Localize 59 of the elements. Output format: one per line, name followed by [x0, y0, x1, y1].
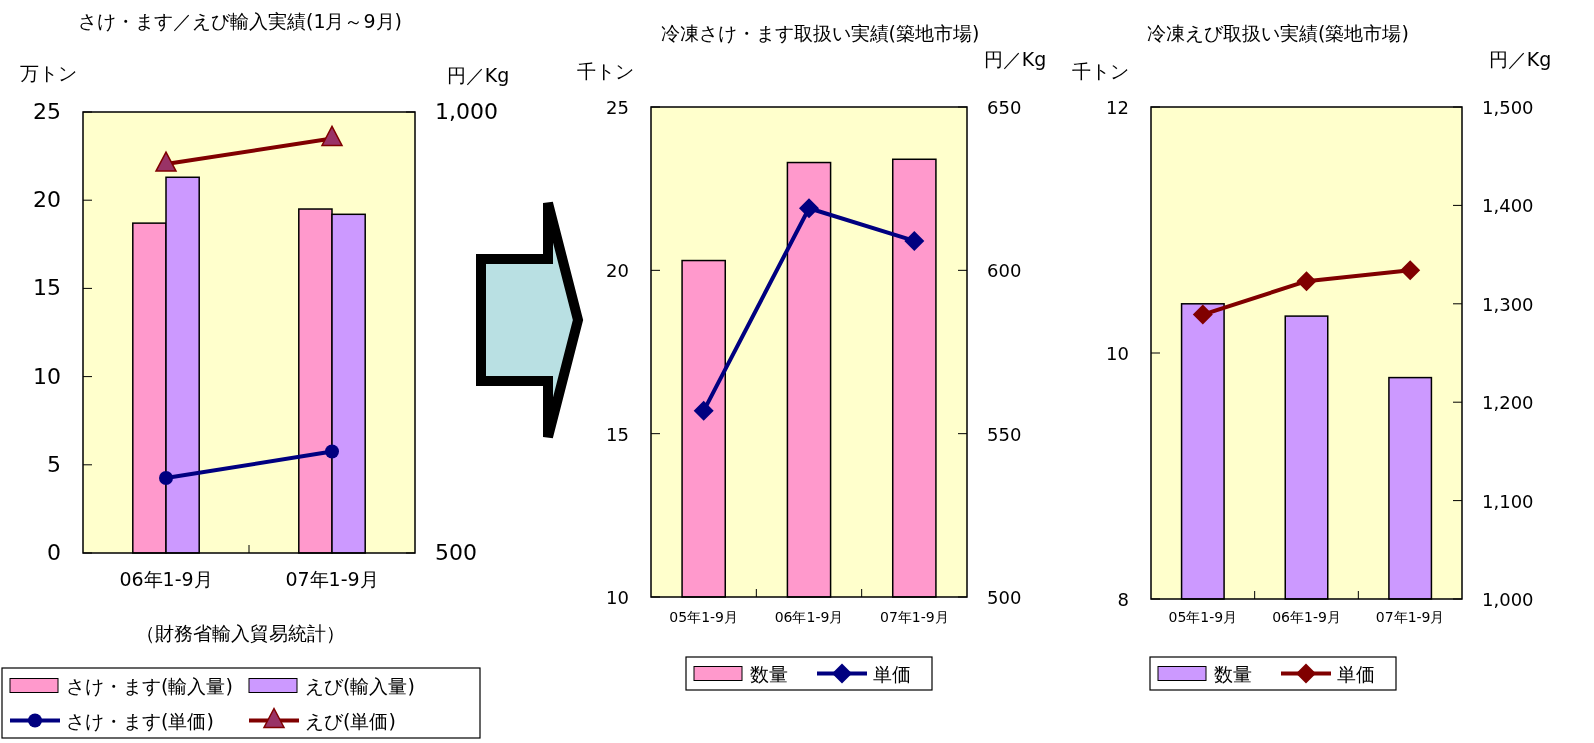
y-tick-label: 15	[606, 423, 629, 445]
x-tick-label: 07年1-9月	[285, 568, 379, 590]
y-tick-label: 8	[1117, 589, 1129, 610]
point	[159, 471, 173, 486]
y2-tick-label: 1,300	[1482, 293, 1534, 315]
y-tick-label: 5	[47, 451, 61, 477]
y2-tick-label: 500	[987, 587, 1022, 608]
legend-label: 数量	[1214, 662, 1252, 685]
legend-label: 数量	[750, 662, 788, 685]
y2-tick-label: 550	[987, 423, 1022, 445]
legend-label: さけ・ます(輸入量)	[66, 674, 233, 697]
y2-tick-label: 650	[987, 97, 1022, 118]
y-tick-label: 12	[1106, 97, 1129, 118]
x-tick-label: 05年1-9月	[669, 609, 739, 625]
y2-tick-label: 600	[987, 260, 1022, 282]
y-tick-label: 10	[1106, 343, 1129, 364]
y2-tick-label: 1,400	[1482, 195, 1534, 217]
legend-label: えび(単価)	[305, 709, 396, 732]
point	[799, 198, 819, 219]
y2-tick-label: 1,000	[435, 99, 498, 124]
y2-tick-label: 500	[435, 540, 477, 565]
y2-axis-title: 円／Kg	[1488, 48, 1552, 70]
x-tick-label: 06年1-9月	[119, 568, 213, 590]
y-tick-label: 20	[606, 260, 629, 282]
y2-axis-title: 円／Kg	[983, 48, 1047, 70]
y-axis-title: 千トン	[576, 60, 634, 82]
legend-label: 単価	[873, 662, 911, 685]
text: （財務省輸入貿易統計）	[135, 622, 345, 644]
legend-label: 単価	[1337, 662, 1375, 685]
y-tick-label: 10	[33, 363, 61, 389]
point	[1400, 260, 1421, 281]
chart-title: さけ・ます／えび輸入実績(1月～9月)	[77, 10, 403, 32]
y-tick-label: 20	[33, 187, 61, 213]
legend-label: さけ・ます(単価)	[66, 709, 214, 732]
point	[325, 444, 339, 459]
y2-axis-title: 円／Kg	[446, 64, 510, 86]
x-tick-label: 07年1-9月	[879, 609, 949, 625]
point	[693, 400, 714, 421]
x-tick-label: 07年1-9月	[1375, 609, 1445, 625]
y2-tick-label: 1,000	[1482, 589, 1534, 610]
y-tick-label: 25	[606, 97, 629, 118]
y-axis-title: 万トン	[19, 62, 77, 84]
point	[904, 230, 925, 251]
y-tick-label: 25	[33, 99, 61, 124]
x-tick-label: 06年1-9月	[774, 609, 844, 625]
x-tick-label: 05年1-9月	[1168, 609, 1238, 625]
y2-tick-label: 1,500	[1482, 97, 1534, 118]
point	[1296, 271, 1317, 292]
y2-tick-label: 1,200	[1482, 392, 1534, 414]
chart-title: 冷凍えび取扱い実績(築地市場)	[1147, 22, 1409, 44]
y-tick-label: 15	[33, 275, 61, 301]
y-tick-label: 10	[606, 587, 629, 608]
chart-title: 冷凍さけ・ます取扱い実績(築地市場)	[660, 22, 980, 44]
y-axis-title: 千トン	[1071, 60, 1129, 82]
x-tick-label: 06年1-9月	[1272, 609, 1341, 625]
point	[1192, 304, 1213, 325]
legend-label: えび(輸入量)	[305, 674, 415, 697]
y-tick-label: 0	[47, 540, 61, 565]
y2-tick-label: 1,100	[1482, 490, 1534, 512]
